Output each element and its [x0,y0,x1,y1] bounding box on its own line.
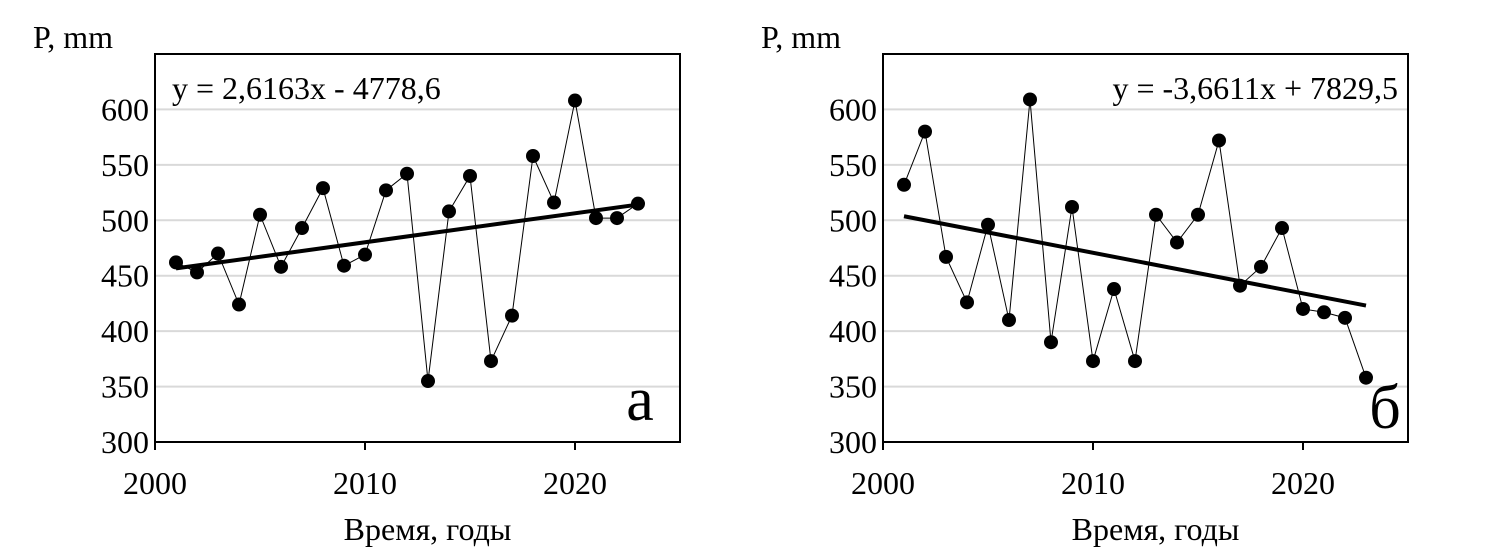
data-point [358,247,372,262]
data-point [211,246,225,261]
data-point [897,177,911,192]
data-point [1254,259,1268,274]
trendline [175,202,639,271]
data-point [526,148,540,163]
x-tick-label: 2000 [851,465,915,501]
panel-label: б [1369,374,1401,442]
x-axis-ticks: 2000 2010 2020 [123,442,607,501]
data-point [1233,278,1247,293]
data-point [1191,207,1205,222]
y-axis-ticks: 300 350 400 450 500 550 600 [101,91,149,460]
data-point [568,93,582,108]
data-point [589,211,603,226]
data-point [463,168,477,183]
x-axis-label: Время, годы [344,511,512,547]
data-point [1023,92,1037,107]
data-point [253,207,267,222]
y-tick-label: 550 [101,147,149,183]
x-axis-label: Время, годы [1072,511,1240,547]
y-tick-label: 450 [101,258,149,294]
data-point [1212,133,1226,148]
trendline-equation: y = 2,6163x - 4778,6 [172,70,441,106]
data-point [337,258,351,273]
data-point [960,295,974,310]
series-line [903,99,1367,378]
data-point [918,124,932,139]
y-tick-label: 600 [829,91,877,127]
data-point [1107,282,1121,297]
data-point [1338,310,1352,325]
data-point [981,217,995,232]
y-axis-label: P, mm [33,19,113,55]
data-point [421,374,435,389]
data-series [169,93,645,389]
data-point [1065,199,1079,214]
chart-panel-a: 300 350 400 450 500 550 600 2000 2010 2020 P, mm… [33,19,681,547]
data-point [1170,235,1184,250]
data-point [1149,207,1163,222]
data-point [442,204,456,219]
data-point [295,221,309,236]
data-point [505,308,519,323]
data-point [400,166,414,181]
y-axis-ticks: 300 350 400 450 500 550 600 [829,91,877,460]
data-point [190,265,204,280]
y-tick-label: 300 [101,424,149,460]
y-tick-label: 400 [101,313,149,349]
x-tick-label: 2020 [1271,465,1335,501]
data-point [1359,370,1373,385]
data-point [1002,313,1016,328]
data-point [1128,354,1142,369]
data-point [484,354,498,369]
plot-frame [154,53,681,443]
data-point [232,297,246,312]
y-tick-label: 400 [829,313,877,349]
data-point [379,183,393,198]
y-tick-label: 300 [829,424,877,460]
data-point [1044,335,1058,350]
x-tick-label: 2010 [1061,465,1125,501]
y-tick-label: 550 [829,147,877,183]
x-axis-ticks: 2000 2010 2020 [851,442,1335,501]
panel-label: а [626,366,654,434]
data-point [631,196,645,211]
data-point [169,255,183,270]
y-axis-label: P, mm [761,19,841,55]
data-point [1275,221,1289,236]
data-point [1296,301,1310,316]
data-point [316,181,330,196]
data-point [1317,305,1331,320]
y-tick-label: 450 [829,258,877,294]
x-tick-label: 2020 [543,465,607,501]
trendline [903,214,1367,308]
y-tick-label: 600 [101,91,149,127]
data-point [939,249,953,264]
data-point [547,195,561,210]
chart-panel-b: 300 350 400 450 500 550 600 2000 2010 2020 P, mm… [761,19,1409,547]
trendline-equation: y = -3,6611x + 7829,5 [1112,70,1398,106]
data-series [897,92,1373,385]
x-tick-label: 2000 [123,465,187,501]
y-tick-label: 350 [829,369,877,405]
y-tick-label: 500 [101,202,149,238]
data-point [274,259,288,274]
x-tick-label: 2010 [333,465,397,501]
data-point [1086,354,1100,369]
series-line [175,100,639,382]
plot-frame [882,53,1409,443]
data-point [610,211,624,226]
y-tick-label: 500 [829,202,877,238]
y-tick-label: 350 [101,369,149,405]
